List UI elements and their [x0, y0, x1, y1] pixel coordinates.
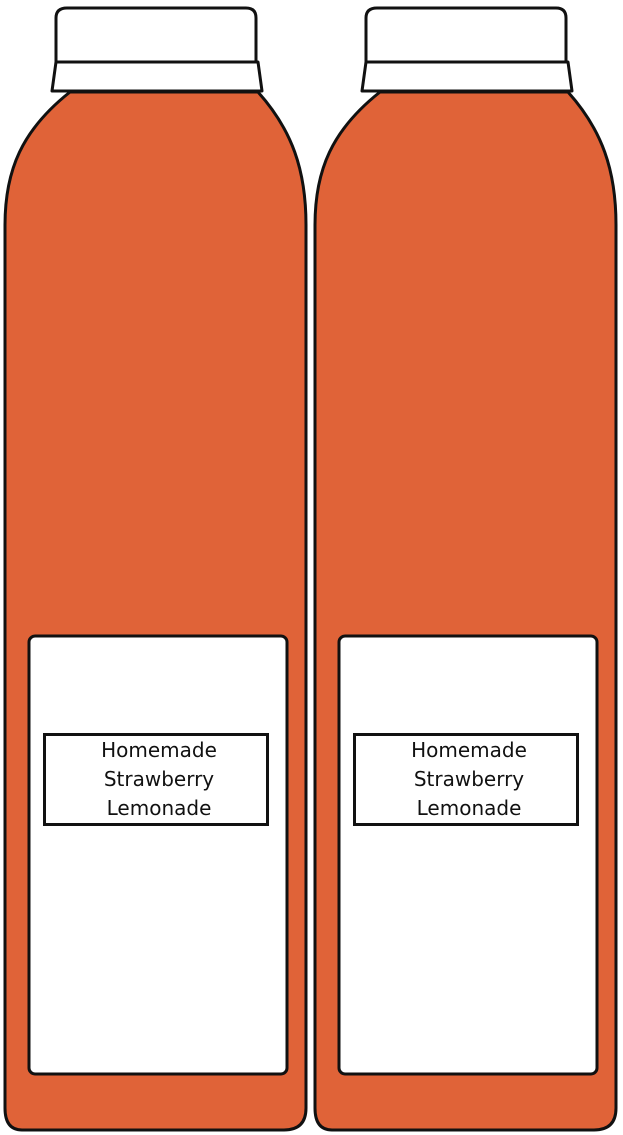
bottle-right-drawing [313, 6, 618, 1132]
product-name-tag: Homemade Strawberry Lemonade [353, 733, 579, 826]
bottle-left: Homemade Strawberry Lemonade [3, 6, 308, 1132]
bottle-right: Homemade Strawberry Lemonade [310, 0, 622, 1135]
product-name-line-2: Strawberry [413, 767, 525, 791]
bottle-left-drawing [3, 6, 308, 1132]
product-name-line-1: Homemade [411, 738, 527, 762]
label-panel [27, 634, 289, 1076]
bottle-cap [364, 6, 568, 64]
label-panel [337, 634, 599, 1076]
product-name-line-3: Lemonade [416, 796, 522, 820]
product-name-tag: Homemade Strawberry Lemonade [43, 733, 269, 826]
bottle-cap-band [50, 60, 264, 93]
product-name-line-2: Strawberry [103, 767, 215, 791]
bottle-cap [54, 6, 258, 64]
product-name-line-1: Homemade [101, 738, 217, 762]
bottle-cap-band [360, 60, 574, 93]
product-name-line-3: Lemonade [106, 796, 212, 820]
